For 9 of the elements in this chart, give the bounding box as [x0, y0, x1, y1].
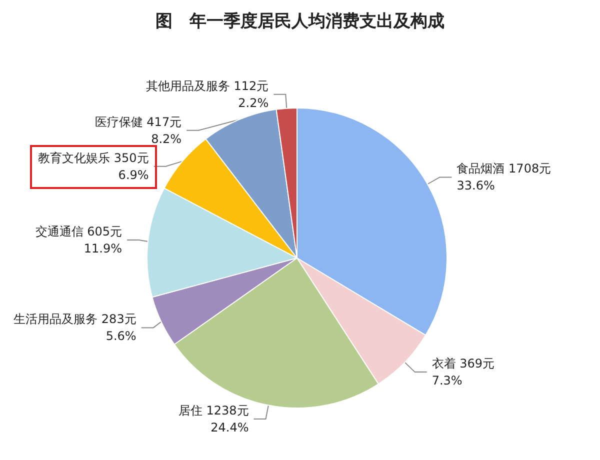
slice-label: 其他用品及服务 112元 2.2%: [146, 78, 269, 110]
slice-label: 食品烟酒 1708元 33.6%: [456, 162, 552, 193]
slice-label: 衣着 369元 7.3%: [432, 356, 495, 388]
slice-label: 居住 1238元 24.4%: [178, 404, 249, 434]
slice-label: 医疗保健 417元 8.2%: [94, 114, 182, 146]
slice-label: 教育文化娱乐 350元 6.9%: [38, 150, 149, 182]
chart-title: 图 年一季度居民人均消费支出及构成: [156, 12, 444, 32]
slice-label: 交通通信 605元 11.9%: [35, 224, 122, 256]
slice-label: 生活用品及服务 283元 5.6%: [14, 312, 136, 344]
